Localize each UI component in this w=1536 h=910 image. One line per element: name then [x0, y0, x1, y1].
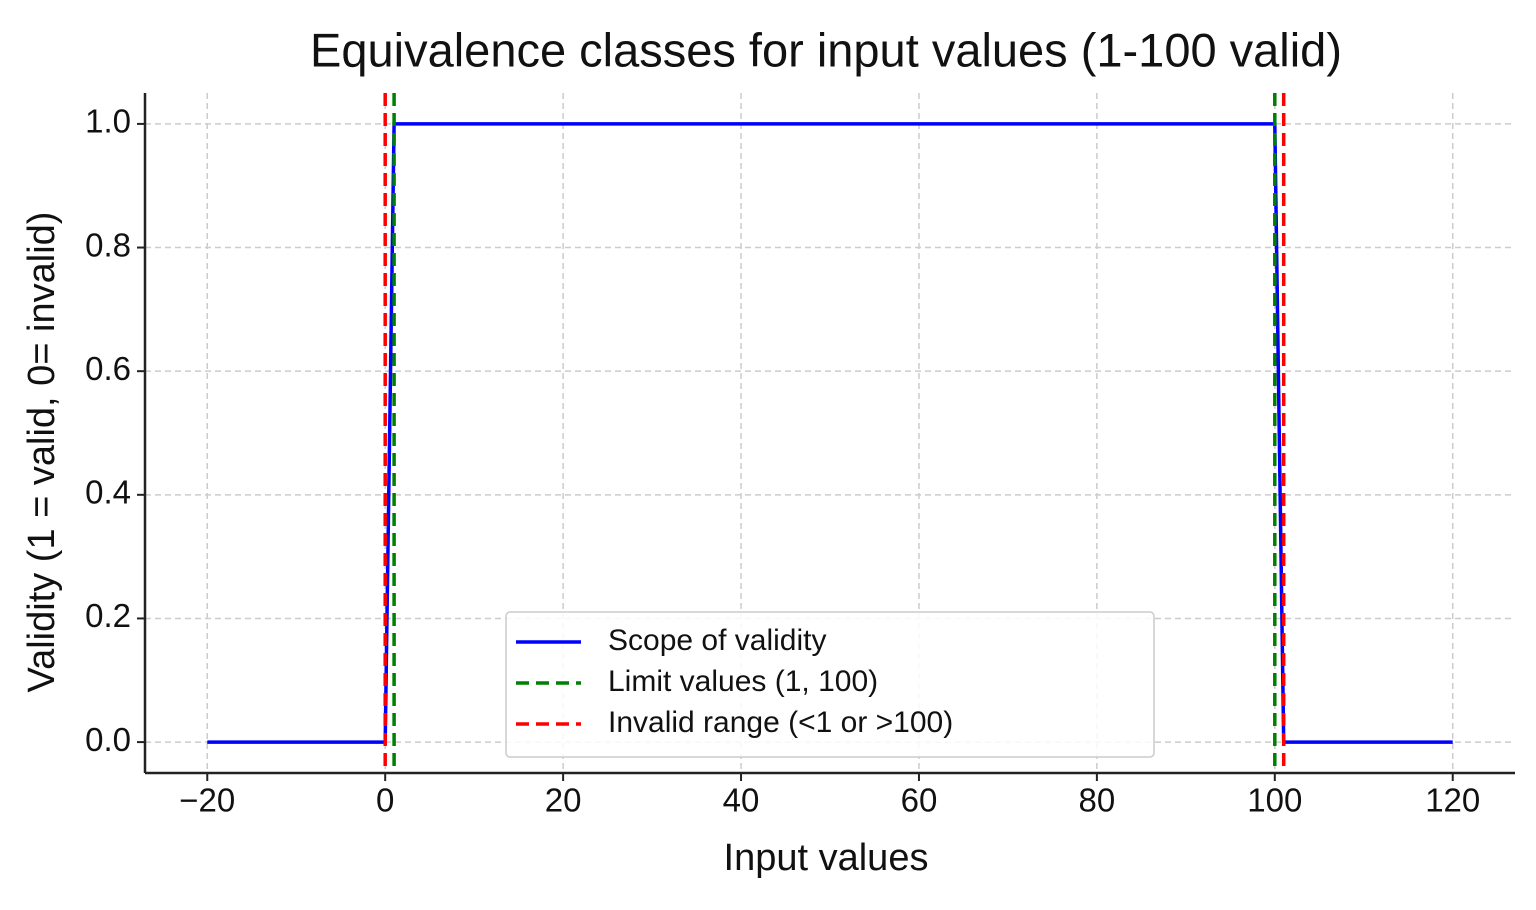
chart-title: Equivalence classes for input values (1-…	[310, 23, 1342, 76]
y-tick-label: 0.2	[85, 597, 131, 634]
x-tick-label: 100	[1247, 782, 1302, 819]
y-tick-label: 0.8	[85, 226, 131, 263]
x-tick-label: 120	[1425, 782, 1480, 819]
x-tick-label: 60	[901, 782, 938, 819]
legend-box	[505, 611, 1155, 758]
legend-label: Scope of validity	[608, 624, 826, 657]
x-tick-label: 40	[723, 782, 760, 819]
x-tick-label: 0	[376, 782, 394, 819]
legend-label: Limit values (1, 100)	[608, 665, 878, 698]
x-tick-label: 20	[545, 782, 582, 819]
legend-label: Invalid range (<1 or >100)	[608, 706, 953, 739]
x-tick-label: −20	[179, 782, 235, 819]
x-axis-label: Input values	[724, 837, 929, 879]
y-tick-label: 0.4	[85, 474, 131, 511]
y-tick-label: 0.6	[85, 350, 131, 387]
y-tick-label: 1.0	[85, 103, 131, 140]
data-line	[207, 122, 1453, 744]
y-tick-label: 0.0	[85, 721, 131, 758]
legend: Scope of validity Limit values (1, 100) In…	[505, 611, 1155, 758]
x-tick-label: 80	[1079, 782, 1116, 819]
y-axis-label: Validity (1 = valid, 0= invalid)	[21, 212, 63, 693]
